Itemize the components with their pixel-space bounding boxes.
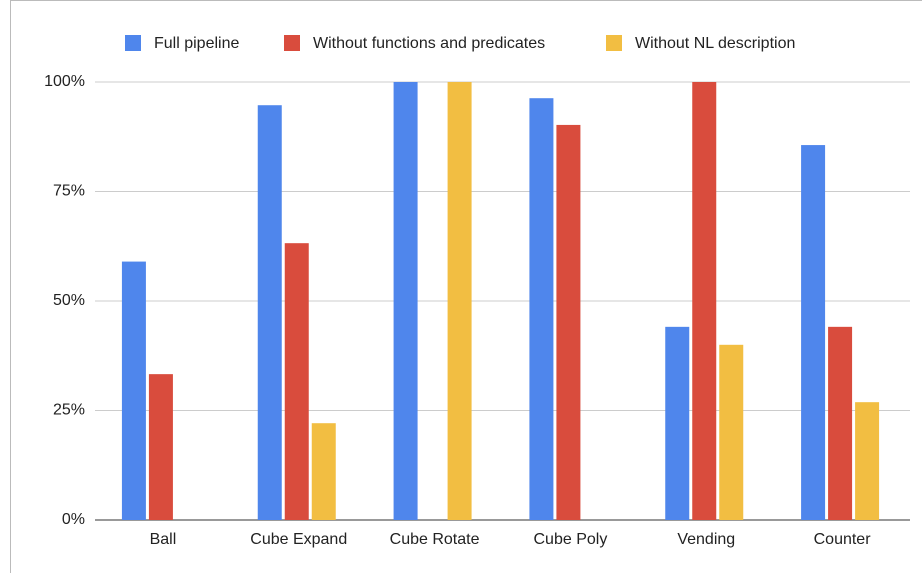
- bar: [801, 145, 826, 520]
- legend-swatch: [284, 35, 300, 51]
- bar: [665, 326, 690, 520]
- bar: [257, 105, 282, 521]
- legend-swatch: [606, 35, 622, 51]
- y-tick-label: 100%: [44, 73, 85, 90]
- y-tick-label: 50%: [53, 292, 85, 309]
- bar: [311, 423, 336, 520]
- bar: [529, 98, 554, 521]
- y-tick-label: 0%: [62, 511, 85, 528]
- bar: [719, 344, 744, 520]
- bar: [148, 374, 173, 520]
- x-tick-label: Cube Expand: [250, 531, 347, 548]
- bar: [447, 82, 472, 520]
- x-tick-label: Counter: [814, 531, 872, 548]
- legend-label: Without NL description: [635, 35, 795, 52]
- bar: [692, 82, 717, 520]
- x-tick-label: Ball: [150, 531, 177, 548]
- y-tick-label: 75%: [53, 183, 85, 200]
- frame: [10, 0, 922, 573]
- legend-swatch: [125, 35, 141, 51]
- bar: [284, 243, 309, 520]
- bar: [393, 82, 418, 520]
- bar: [828, 326, 853, 520]
- y-tick-label: 25%: [53, 402, 85, 419]
- x-tick-label: Vending: [677, 531, 735, 548]
- bar: [121, 261, 146, 520]
- bar: [556, 124, 581, 520]
- legend-label: Full pipeline: [154, 35, 239, 52]
- x-tick-label: Cube Poly: [534, 531, 608, 548]
- bar: [855, 402, 880, 520]
- legend-label: Without functions and predicates: [313, 35, 545, 52]
- x-tick-label: Cube Rotate: [390, 531, 480, 548]
